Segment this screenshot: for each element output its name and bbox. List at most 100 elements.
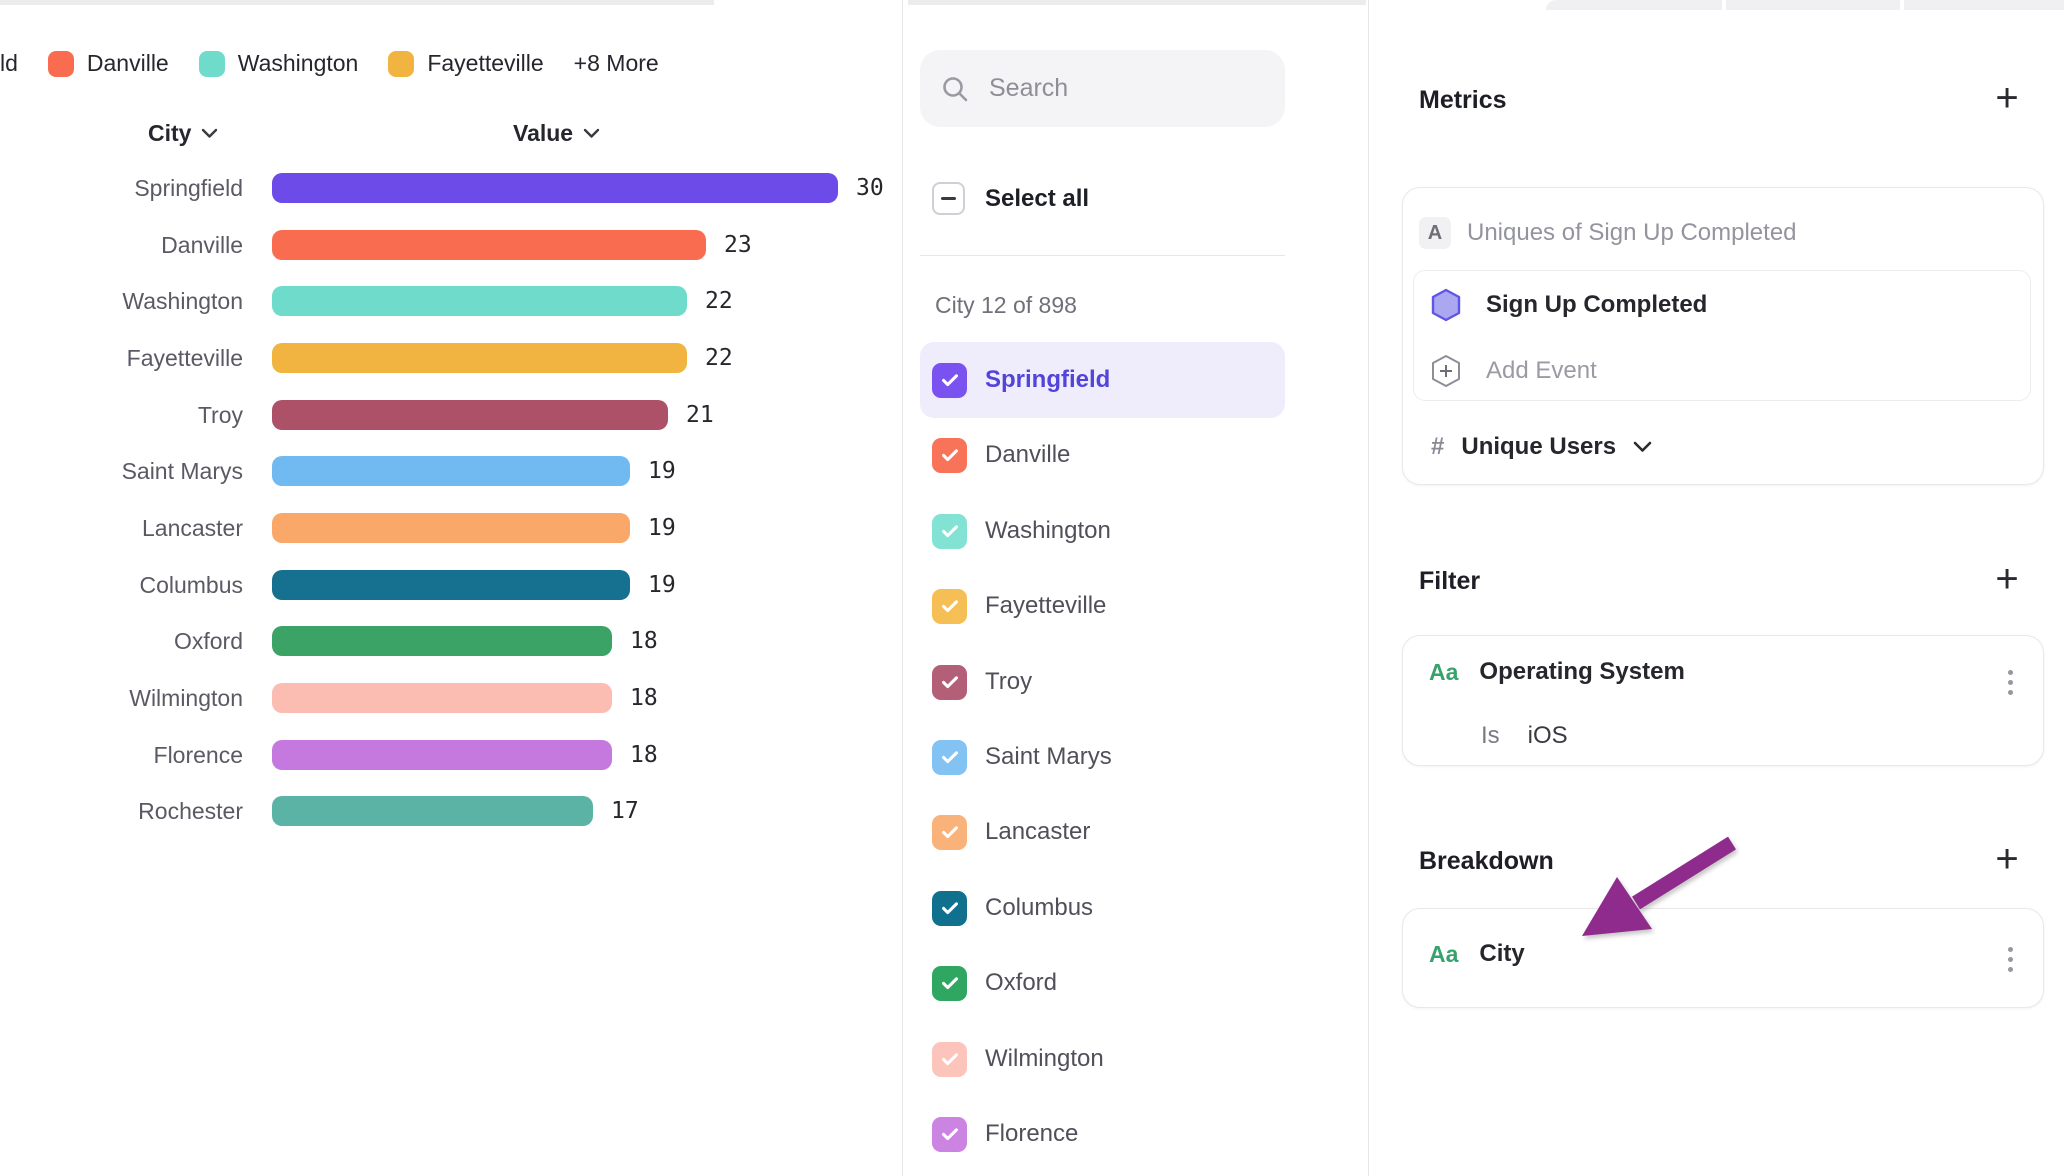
chart-bar[interactable] bbox=[272, 513, 630, 543]
checkbox-checked[interactable] bbox=[932, 588, 967, 624]
legend-more-label[interactable]: +8 More bbox=[573, 50, 659, 76]
search-box[interactable] bbox=[920, 50, 1285, 127]
bar-value-label: 30 bbox=[856, 175, 884, 201]
chart-bar[interactable] bbox=[272, 173, 838, 203]
filter-operator-label: Is bbox=[1481, 722, 1500, 749]
city-label: Florence bbox=[985, 1120, 1079, 1147]
city-list-item[interactable]: Wilmington bbox=[920, 1021, 1285, 1097]
top-toolbar-strip bbox=[908, 0, 1366, 5]
chart-bar[interactable] bbox=[272, 626, 612, 656]
city-label: Wilmington bbox=[985, 1045, 1104, 1072]
chart-bar[interactable] bbox=[272, 570, 630, 600]
filter-property-label: Operating System bbox=[1479, 658, 1685, 685]
top-segmented-control[interactable] bbox=[1546, 0, 2064, 10]
chart-row: Washington 22 bbox=[0, 286, 900, 316]
chart-row: Troy 21 bbox=[0, 400, 900, 430]
search-input[interactable] bbox=[987, 73, 1241, 104]
list-divider bbox=[920, 255, 1285, 256]
measure-selector[interactable]: # Unique Users bbox=[1431, 433, 1652, 461]
breakdown-card[interactable]: Aa City bbox=[1402, 908, 2044, 1008]
event-row[interactable]: Sign Up Completed bbox=[1430, 288, 1707, 322]
breakdown-property-label: City bbox=[1479, 940, 1525, 967]
add-event-label: Add Event bbox=[1486, 357, 1597, 384]
chart-bar[interactable] bbox=[272, 230, 706, 260]
column-header-label: City bbox=[148, 120, 192, 146]
bar-category-label: Saint Marys bbox=[121, 458, 243, 484]
chart-bar[interactable] bbox=[272, 343, 687, 373]
checkbox-checked[interactable] bbox=[932, 437, 967, 473]
search-icon bbox=[943, 76, 968, 101]
add-event-row[interactable]: Add Event bbox=[1430, 354, 1597, 388]
city-list-item[interactable]: Lancaster bbox=[920, 794, 1285, 870]
checkbox-checked[interactable] bbox=[932, 362, 967, 398]
checkbox-checked[interactable] bbox=[932, 739, 967, 775]
chart-row: Rochester 17 bbox=[0, 796, 900, 826]
panel-divider bbox=[1368, 0, 1369, 1176]
city-list-item[interactable]: Columbus bbox=[920, 870, 1285, 946]
legend-item-truncated[interactable]: ld bbox=[0, 50, 18, 77]
legend-item[interactable]: Fayetteville bbox=[388, 50, 544, 77]
filter-card[interactable]: Aa Operating System Is iOS bbox=[1402, 635, 2044, 766]
city-list-item[interactable]: Oxford bbox=[920, 945, 1285, 1021]
legend-item[interactable]: Danville bbox=[47, 50, 169, 77]
legend-item[interactable]: Washington bbox=[198, 50, 358, 77]
chart-bar[interactable] bbox=[272, 683, 612, 713]
breakdown-property-row[interactable]: Aa City bbox=[1429, 940, 1525, 968]
bar-value-label: 18 bbox=[630, 685, 658, 711]
checkbox-checked[interactable] bbox=[932, 513, 967, 549]
select-all-label: Select all bbox=[985, 184, 1090, 212]
bar-value-label: 22 bbox=[705, 345, 733, 371]
bar-category-label: Springfield bbox=[134, 175, 243, 201]
bar-value-label: 22 bbox=[705, 288, 733, 314]
city-list-item[interactable]: Troy bbox=[920, 644, 1285, 720]
filter-section-title: Filter bbox=[1419, 567, 1481, 595]
add-metric-button[interactable]: + bbox=[1995, 76, 2019, 120]
add-breakdown-button[interactable]: + bbox=[1995, 837, 2019, 881]
text-type-icon: Aa bbox=[1429, 658, 1459, 685]
city-label: Springfield bbox=[985, 366, 1111, 393]
chart-bar[interactable] bbox=[272, 286, 687, 316]
chart-row: Springfield 30 bbox=[0, 173, 900, 203]
select-all-row[interactable]: Select all bbox=[932, 182, 1089, 215]
checkbox-checked[interactable] bbox=[932, 1116, 967, 1152]
chart-row: Saint Marys 19 bbox=[0, 456, 900, 486]
chart-bar[interactable] bbox=[272, 456, 630, 486]
check-icon bbox=[941, 1128, 958, 1141]
chart-bar[interactable] bbox=[272, 400, 668, 430]
kebab-menu-icon[interactable] bbox=[2002, 664, 2019, 701]
metric-card[interactable]: A Uniques of Sign Up Completed Sign Up C… bbox=[1402, 187, 2044, 485]
chart-row: Wilmington 18 bbox=[0, 683, 900, 713]
bar-category-label: Troy bbox=[197, 402, 243, 428]
city-list-item[interactable]: Springfield bbox=[920, 342, 1285, 418]
checkbox-checked[interactable] bbox=[932, 1041, 967, 1077]
annotation-arrow bbox=[1582, 836, 1736, 936]
chart-row: Lancaster 19 bbox=[0, 513, 900, 543]
filter-condition-row[interactable]: Is iOS bbox=[1481, 722, 1568, 750]
bar-value-label: 23 bbox=[724, 232, 752, 258]
add-filter-button[interactable]: + bbox=[1995, 557, 2019, 601]
check-icon bbox=[941, 902, 958, 915]
kebab-menu-icon[interactable] bbox=[2002, 941, 2019, 978]
filter-property-row[interactable]: Aa Operating System bbox=[1429, 658, 1685, 686]
bar-category-label: Fayetteville bbox=[126, 345, 243, 371]
chart-bar[interactable] bbox=[272, 740, 612, 770]
bar-category-label: Rochester bbox=[138, 798, 243, 824]
column-header-value[interactable]: Value bbox=[513, 120, 600, 147]
city-list-item[interactable]: Danville bbox=[920, 417, 1285, 493]
chart-bar[interactable] bbox=[272, 796, 593, 826]
city-list-item[interactable]: Saint Marys bbox=[920, 719, 1285, 795]
bar-category-label: Danville bbox=[161, 232, 243, 258]
checkbox-checked[interactable] bbox=[932, 814, 967, 850]
metric-summary-label: Uniques of Sign Up Completed bbox=[1467, 219, 1797, 246]
checkbox-checked[interactable] bbox=[932, 965, 967, 1001]
legend-swatch bbox=[47, 50, 74, 77]
city-list-item[interactable]: Washington bbox=[920, 493, 1285, 569]
city-list-item[interactable]: Florence bbox=[920, 1096, 1285, 1172]
bar-value-label: 17 bbox=[611, 798, 639, 824]
checkbox-checked[interactable] bbox=[932, 890, 967, 926]
select-all-checkbox[interactable] bbox=[932, 182, 965, 215]
column-header-city[interactable]: City bbox=[148, 120, 218, 147]
city-list-item[interactable]: Fayetteville bbox=[920, 568, 1285, 644]
checkbox-checked[interactable] bbox=[932, 664, 967, 700]
